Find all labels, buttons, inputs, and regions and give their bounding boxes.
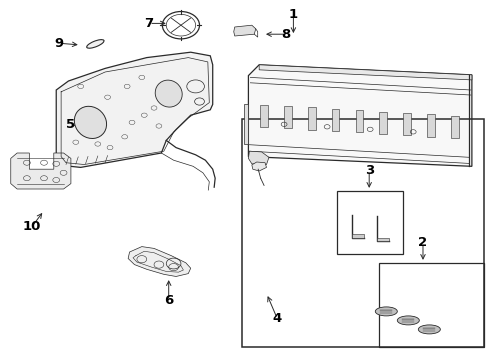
Bar (378, 263, 483, 347)
Text: 6: 6 (164, 294, 173, 307)
Polygon shape (283, 106, 291, 128)
Ellipse shape (417, 325, 439, 334)
Polygon shape (307, 107, 315, 130)
Ellipse shape (74, 106, 106, 139)
Polygon shape (259, 105, 267, 127)
Text: 9: 9 (54, 37, 63, 50)
Text: 8: 8 (281, 28, 290, 41)
Ellipse shape (396, 316, 418, 325)
Polygon shape (403, 113, 410, 135)
Polygon shape (427, 114, 434, 136)
Polygon shape (248, 65, 471, 166)
Bar (242, 119, 483, 347)
Polygon shape (244, 104, 248, 144)
Ellipse shape (86, 40, 104, 48)
Polygon shape (376, 238, 388, 241)
Polygon shape (251, 162, 266, 171)
Text: 10: 10 (22, 220, 41, 233)
Text: 7: 7 (144, 17, 153, 30)
Polygon shape (248, 151, 268, 165)
Polygon shape (379, 112, 386, 134)
Polygon shape (11, 153, 71, 189)
Text: 2: 2 (418, 237, 427, 249)
Polygon shape (450, 116, 458, 138)
Polygon shape (128, 247, 190, 276)
Text: 4: 4 (272, 312, 281, 325)
Polygon shape (259, 65, 471, 80)
Ellipse shape (374, 307, 396, 316)
Bar (337, 191, 403, 254)
Polygon shape (56, 52, 212, 167)
Polygon shape (233, 25, 255, 36)
Polygon shape (331, 109, 339, 131)
Polygon shape (351, 234, 364, 238)
Text: 1: 1 (288, 8, 297, 21)
Polygon shape (355, 110, 363, 132)
Text: 3: 3 (364, 165, 373, 177)
Text: 5: 5 (66, 118, 75, 131)
Ellipse shape (155, 80, 182, 107)
